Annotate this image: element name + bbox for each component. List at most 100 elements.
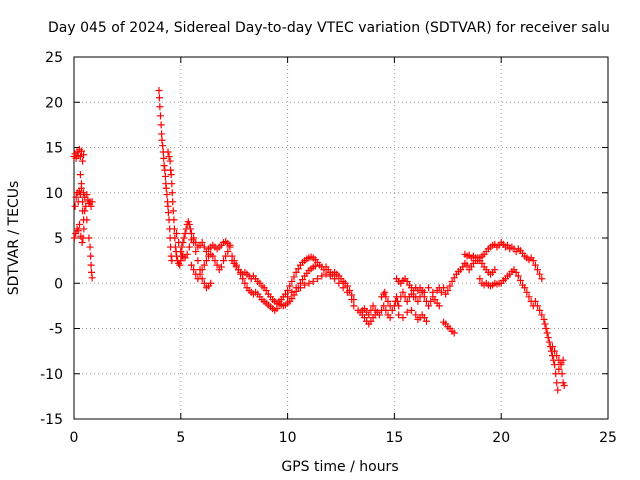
data-point	[207, 279, 215, 287]
x-tick-label: 15	[385, 430, 403, 446]
data-point	[360, 314, 368, 322]
data-point	[552, 370, 560, 378]
x-tick-label: 20	[492, 430, 510, 446]
data-point	[165, 153, 173, 161]
data-point	[79, 157, 87, 165]
data-point	[76, 220, 84, 228]
data-point	[314, 275, 322, 283]
data-point	[88, 274, 96, 282]
data-point	[365, 311, 373, 319]
data-point	[414, 297, 422, 305]
data-point	[386, 314, 394, 322]
data-point	[168, 180, 176, 188]
data-point	[80, 225, 88, 233]
data-point	[534, 266, 542, 274]
data-point	[177, 257, 185, 265]
data-point	[164, 209, 172, 217]
data-point	[171, 234, 179, 242]
data-point	[77, 147, 85, 155]
data-point	[350, 302, 358, 310]
data-point	[403, 277, 411, 285]
data-point	[463, 261, 471, 269]
data-point	[382, 293, 390, 301]
y-tick-label: 15	[45, 141, 63, 157]
data-point	[536, 270, 544, 278]
data-point	[79, 234, 87, 242]
data-point	[543, 329, 551, 337]
data-point	[173, 229, 181, 237]
data-point	[450, 329, 458, 337]
data-point	[202, 257, 210, 265]
data-point	[305, 279, 313, 287]
data-point	[555, 365, 563, 373]
data-point	[157, 112, 165, 120]
data-point	[186, 225, 194, 233]
data-point	[551, 361, 559, 369]
data-point	[538, 275, 546, 283]
data-point	[560, 382, 568, 390]
data-point	[83, 216, 91, 224]
data-point	[169, 207, 177, 215]
data-point	[76, 171, 84, 179]
data-point	[448, 277, 456, 285]
data-point	[178, 243, 186, 251]
data-point	[296, 284, 304, 292]
data-point	[217, 263, 225, 271]
data-point	[160, 154, 168, 162]
data-point	[164, 148, 172, 156]
data-point	[467, 263, 475, 271]
data-point	[284, 286, 292, 294]
data-point	[394, 297, 402, 305]
data-point	[224, 248, 232, 256]
data-point	[373, 308, 381, 316]
data-point	[81, 207, 89, 215]
data-point	[399, 288, 407, 296]
data-point	[450, 274, 458, 282]
data-point	[157, 121, 165, 129]
data-point	[180, 234, 188, 242]
y-tick-label: 25	[45, 50, 63, 66]
data-point	[286, 282, 294, 290]
data-point	[531, 297, 539, 305]
data-point	[168, 189, 176, 197]
data-point	[381, 288, 389, 296]
data-point	[382, 306, 390, 314]
data-point	[343, 282, 351, 290]
data-point	[544, 334, 552, 342]
data-point	[176, 261, 184, 269]
data-point	[158, 130, 166, 138]
data-point	[162, 184, 170, 192]
data-point	[87, 252, 95, 260]
y-tick-label: -10	[40, 367, 63, 383]
data-point	[194, 257, 202, 265]
data-point	[167, 166, 175, 174]
data-point	[536, 306, 544, 314]
data-point	[226, 241, 234, 249]
data-point	[200, 261, 208, 269]
data-point	[350, 296, 358, 304]
data-point	[444, 286, 452, 294]
data-point	[504, 241, 512, 249]
data-point	[190, 234, 198, 242]
data-point	[85, 234, 93, 242]
data-point	[175, 239, 183, 247]
data-point	[181, 254, 189, 262]
y-tick-label: -15	[40, 412, 63, 428]
data-point	[292, 268, 300, 276]
data-point	[187, 261, 195, 269]
data-point	[284, 293, 292, 301]
data-point	[420, 314, 428, 322]
y-tick-label: 10	[45, 186, 63, 202]
data-point	[88, 198, 96, 206]
data-point	[79, 198, 87, 206]
data-point	[70, 234, 78, 242]
data-point	[200, 243, 208, 251]
data-point	[288, 295, 296, 303]
data-point	[190, 266, 198, 274]
data-point	[395, 311, 403, 319]
data-point	[170, 225, 178, 233]
data-point	[294, 265, 302, 273]
data-point	[459, 263, 467, 271]
data-point	[540, 315, 548, 323]
